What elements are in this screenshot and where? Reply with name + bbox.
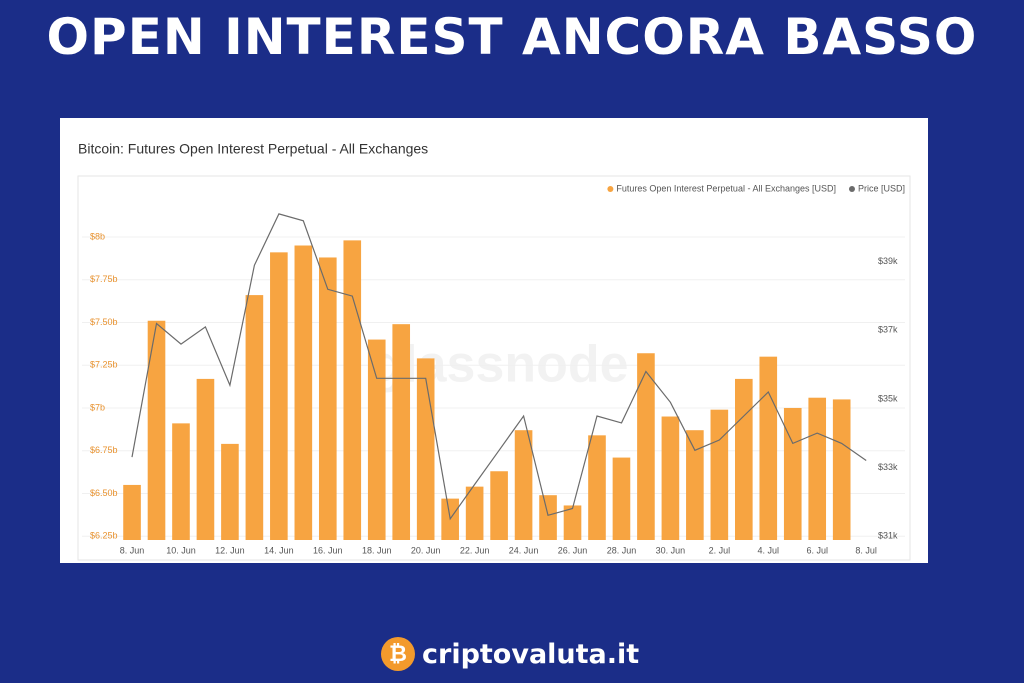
brand-name: criptovaluta.it [422, 638, 640, 670]
x-tick-label: 22. Jun [460, 545, 490, 555]
headline: OPEN INTEREST ANCORA BASSO [46, 8, 978, 66]
bar [588, 435, 606, 540]
x-tick-label: 8. Jun [120, 545, 145, 555]
legend-label: Price [USD] [858, 183, 905, 193]
bar [270, 252, 288, 540]
bar [147, 320, 166, 540]
bar [637, 353, 655, 540]
x-tick-label: 8. Jul [855, 545, 877, 555]
y-tick-label: $6.75b [90, 445, 118, 455]
y-tick-label: $6.25b [90, 531, 118, 541]
y2-tick-label: $37k [878, 325, 898, 335]
bar [294, 245, 313, 540]
bar [686, 430, 704, 540]
x-tick-label: 24. Jun [509, 545, 539, 555]
x-tick-label: 16. Jun [313, 545, 343, 555]
bar [563, 505, 582, 540]
bar [123, 484, 141, 540]
y2-tick-label: $35k [878, 393, 898, 403]
x-tick-label: 6. Jul [806, 545, 828, 555]
x-tick-label: 2. Jul [709, 545, 731, 555]
bar [490, 471, 508, 540]
svg-text:₿: ₿ [389, 642, 407, 667]
chart-panel: Bitcoin: Futures Open Interest Perpetual… [60, 118, 928, 563]
bar [710, 409, 729, 540]
plot-frame [77, 175, 911, 561]
y-tick-label: $8b [90, 231, 105, 241]
bar [539, 495, 557, 540]
bar [196, 378, 215, 540]
bar [343, 240, 362, 540]
legend-swatch [607, 186, 614, 192]
x-tick-label: 30. Jun [656, 545, 686, 555]
x-tick-label: 12. Jun [215, 545, 245, 555]
y-tick-label: $7.50b [90, 317, 118, 327]
brand: ₿ criptovaluta.it [380, 636, 639, 672]
bar [392, 324, 411, 540]
y2-tick-label: $31k [878, 530, 898, 540]
bar [465, 486, 484, 540]
brand-logo: ₿ [381, 637, 415, 671]
bar [245, 295, 264, 540]
price-line [131, 213, 867, 521]
bar [808, 397, 827, 540]
bar [783, 407, 802, 540]
bar [735, 378, 753, 540]
y-tick-label: $7.25b [90, 360, 118, 370]
legend-label: Futures Open Interest Perpetual - All Ex… [616, 183, 836, 193]
chart: Bitcoin: Futures Open Interest Perpetual… [77, 141, 911, 561]
bar [832, 399, 851, 540]
x-tick-label: 4. Jul [758, 545, 780, 555]
x-tick-label: 20. Jun [411, 545, 441, 555]
bar [514, 430, 533, 540]
legend-swatch [848, 186, 855, 192]
y-tick-label: $7b [90, 402, 105, 412]
y2-tick-label: $39k [878, 256, 898, 266]
bar [318, 257, 337, 540]
x-tick-label: 28. Jun [607, 545, 637, 555]
bar [612, 457, 631, 540]
x-tick-label: 14. Jun [264, 545, 294, 555]
bar [367, 339, 386, 540]
y2-tick-label: $33k [878, 462, 898, 472]
bar [759, 356, 778, 540]
y-tick-label: $6.50b [90, 488, 118, 498]
x-tick-label: 10. Jun [166, 545, 196, 555]
x-tick-label: 26. Jun [558, 545, 588, 555]
y-tick-label: $7.75b [90, 274, 118, 284]
bar [416, 358, 435, 540]
chart-title: Bitcoin: Futures Open Interest Perpetual… [78, 141, 428, 157]
bar [661, 416, 680, 540]
x-tick-label: 18. Jun [362, 545, 392, 555]
bar [172, 423, 190, 540]
bar [221, 443, 239, 540]
